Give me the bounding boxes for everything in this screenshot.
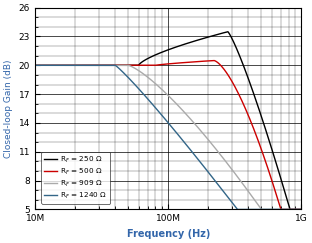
Rₙ = 500 Ω <box>212 59 216 62</box>
Rₙ = 250 Ω <box>226 30 230 33</box>
Rₙ = 500 Ω <box>279 208 283 211</box>
Rₙ = 500 Ω <box>266 166 270 169</box>
Rₙ = 250 Ω <box>147 57 151 60</box>
Line: Rₙ = 909 Ω: Rₙ = 909 Ω <box>35 65 301 209</box>
Rₙ = 909 Ω <box>295 208 298 211</box>
Rₙ = 1240 Ω <box>135 86 139 89</box>
Rₙ = 909 Ω <box>266 208 270 211</box>
Rₙ = 500 Ω <box>33 64 37 67</box>
Rₙ = 250 Ω <box>300 208 303 211</box>
Rₙ = 500 Ω <box>300 208 303 211</box>
Rₙ = 909 Ω <box>135 68 139 71</box>
Rₙ = 909 Ω <box>64 64 67 67</box>
Line: Rₙ = 250 Ω: Rₙ = 250 Ω <box>35 32 301 209</box>
X-axis label: Frequency (Hz): Frequency (Hz) <box>127 229 210 239</box>
Rₙ = 1240 Ω <box>236 208 239 211</box>
Y-axis label: Closed-loop Gain (dB): Closed-loop Gain (dB) <box>4 59 13 158</box>
Legend: R$_F$ = 250 Ω, R$_F$ = 500 Ω, R$_F$ = 909 Ω, R$_F$ = 1240 Ω: R$_F$ = 250 Ω, R$_F$ = 500 Ω, R$_F$ = 90… <box>41 152 110 204</box>
Rₙ = 909 Ω <box>79 64 83 67</box>
Rₙ = 500 Ω <box>64 64 67 67</box>
Rₙ = 250 Ω <box>64 64 67 67</box>
Rₙ = 500 Ω <box>79 64 83 67</box>
Rₙ = 500 Ω <box>295 208 298 211</box>
Rₙ = 1240 Ω <box>147 99 151 102</box>
Line: Rₙ = 500 Ω: Rₙ = 500 Ω <box>35 61 301 209</box>
Rₙ = 909 Ω <box>33 64 37 67</box>
Rₙ = 1240 Ω <box>295 208 298 211</box>
Rₙ = 250 Ω <box>295 208 298 211</box>
Rₙ = 1240 Ω <box>300 208 303 211</box>
Rₙ = 250 Ω <box>288 208 292 211</box>
Line: Rₙ = 1240 Ω: Rₙ = 1240 Ω <box>35 65 301 209</box>
Rₙ = 250 Ω <box>135 64 139 67</box>
Rₙ = 909 Ω <box>260 208 263 211</box>
Rₙ = 909 Ω <box>300 208 303 211</box>
Rₙ = 1240 Ω <box>79 64 83 67</box>
Rₙ = 250 Ω <box>33 64 37 67</box>
Rₙ = 250 Ω <box>79 64 83 67</box>
Rₙ = 1240 Ω <box>33 64 37 67</box>
Rₙ = 500 Ω <box>135 64 139 67</box>
Rₙ = 909 Ω <box>147 77 151 79</box>
Rₙ = 500 Ω <box>147 64 151 67</box>
Rₙ = 1240 Ω <box>64 64 67 67</box>
Rₙ = 250 Ω <box>266 134 270 137</box>
Rₙ = 1240 Ω <box>266 208 270 211</box>
